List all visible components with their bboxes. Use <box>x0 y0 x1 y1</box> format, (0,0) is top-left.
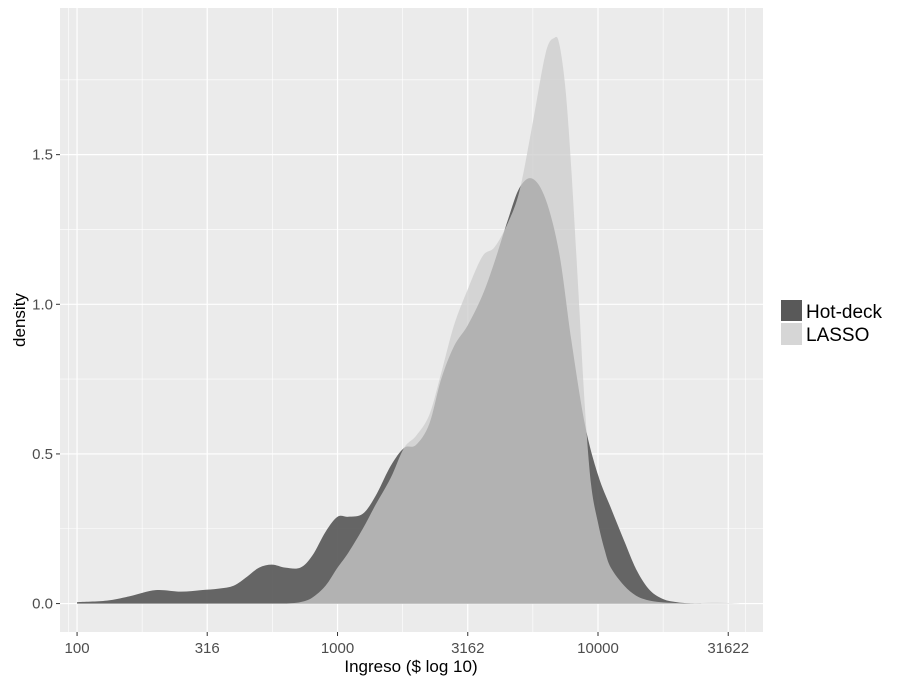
y-tick-label: 1.5 <box>32 147 53 164</box>
grid-minor <box>60 8 763 632</box>
x-axis-title: Ingreso ($ log 10) <box>344 657 477 676</box>
x-tick-label: 316 <box>195 640 220 657</box>
x-axis: 100 316 1000 3162 10000 31622 <box>65 632 749 657</box>
legend-label-lasso: LASSO <box>806 325 869 346</box>
x-tick-label: 3162 <box>451 640 484 657</box>
legend-key-hot-deck <box>781 300 802 321</box>
x-tick-label: 1000 <box>321 640 354 657</box>
x-tick-label: 100 <box>65 640 90 657</box>
legend: Hot-deck LASSO <box>781 300 883 346</box>
y-axis-title: density <box>10 293 29 347</box>
y-tick-label: 1.0 <box>32 296 53 313</box>
legend-key-lasso <box>781 323 802 345</box>
y-tick-label: 0.0 <box>32 596 53 613</box>
x-tick-label: 31622 <box>707 640 749 657</box>
x-tick-label: 10000 <box>577 640 619 657</box>
y-tick-label: 0.5 <box>32 446 53 463</box>
density-area-lasso <box>285 36 740 604</box>
density-areas <box>77 36 740 604</box>
legend-label-hot-deck: Hot-deck <box>806 302 883 323</box>
y-axis: 0.0 0.5 1.0 1.5 <box>32 147 60 613</box>
